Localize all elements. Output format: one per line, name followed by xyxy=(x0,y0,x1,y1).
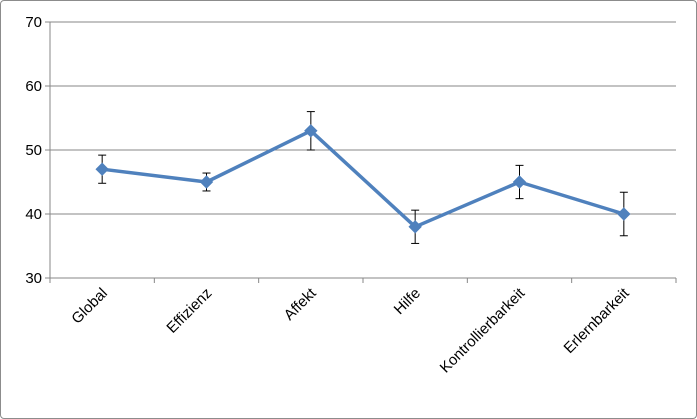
x-tick-labels: Global Effizienz Affekt Hilfe Kontrollierbar… xyxy=(68,284,633,376)
y-tick-labels: 30 40 50 60 70 xyxy=(25,14,42,287)
x-tick-label: Hilfe xyxy=(391,285,424,318)
data-point xyxy=(304,124,318,138)
y-tick-label: 40 xyxy=(25,206,42,223)
x-tick-label: Kontrollierbarkeit xyxy=(437,284,529,376)
gridlines xyxy=(50,21,676,215)
data-point xyxy=(512,175,527,189)
data-point xyxy=(199,175,214,189)
data-point xyxy=(95,162,109,176)
y-tick-label: 30 xyxy=(25,270,42,287)
x-tick-label: Erlernbarkeit xyxy=(561,284,634,357)
y-tick-label: 70 xyxy=(25,14,42,31)
x-tick-label: Affekt xyxy=(281,284,321,324)
series-lines xyxy=(100,129,626,229)
y-tick-label: 60 xyxy=(25,78,42,95)
x-tick-label: Global xyxy=(68,285,111,328)
data-point xyxy=(408,220,422,234)
y-tick-label: 50 xyxy=(25,142,42,159)
data-point xyxy=(617,207,631,221)
axes xyxy=(45,21,677,283)
x-tick-label: Effizienz xyxy=(163,285,215,337)
data-points xyxy=(95,124,631,234)
series-line xyxy=(100,129,626,229)
